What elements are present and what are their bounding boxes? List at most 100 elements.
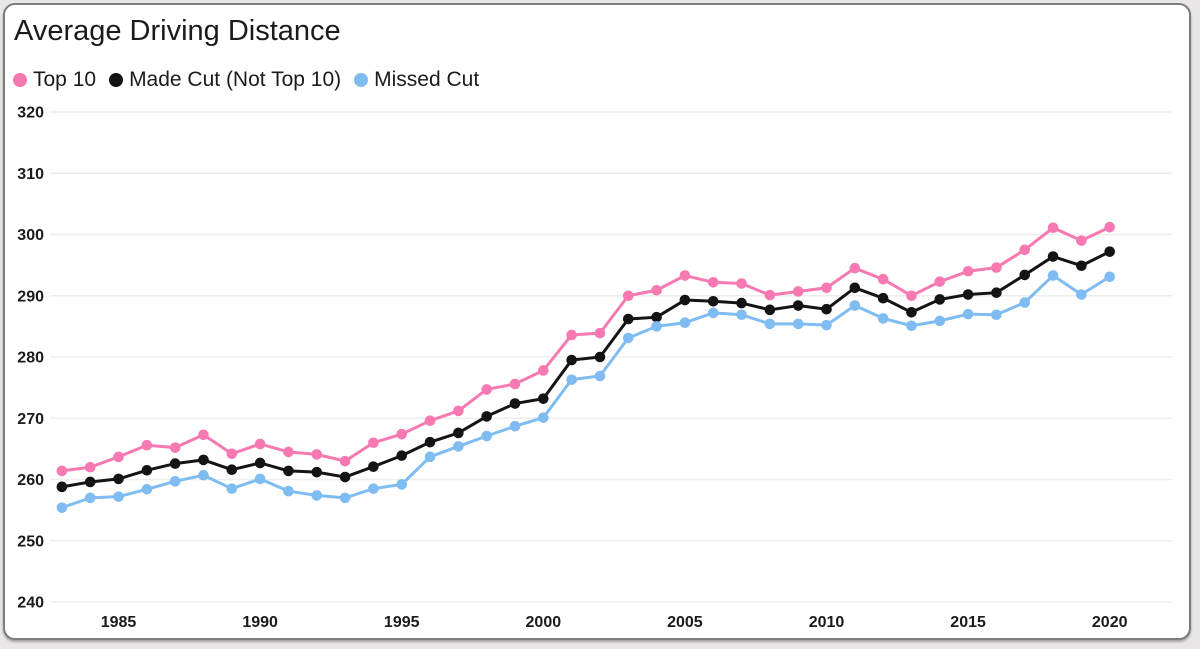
data-point-missed-cut[interactable]: [622, 332, 634, 344]
data-point-made-cut-not-top-10[interactable]: [254, 457, 266, 469]
data-point-top-10[interactable]: [877, 273, 889, 285]
data-point-made-cut-not-top-10[interactable]: [792, 300, 804, 311]
data-point-top-10[interactable]: [1104, 221, 1115, 233]
data-point-top-10[interactable]: [538, 365, 549, 376]
data-point-made-cut-not-top-10[interactable]: [169, 458, 181, 469]
data-point-top-10[interactable]: [169, 442, 181, 453]
data-point-missed-cut[interactable]: [226, 483, 238, 494]
data-point-top-10[interactable]: [934, 276, 946, 287]
data-point-top-10[interactable]: [792, 286, 804, 297]
data-point-missed-cut[interactable]: [339, 492, 351, 504]
data-point-made-cut-not-top-10[interactable]: [368, 461, 379, 472]
data-point-made-cut-not-top-10[interactable]: [56, 481, 68, 493]
data-point-top-10[interactable]: [283, 446, 294, 458]
data-point-missed-cut[interactable]: [141, 484, 153, 495]
data-point-missed-cut[interactable]: [849, 300, 861, 311]
data-point-made-cut-not-top-10[interactable]: [622, 313, 634, 325]
data-point-made-cut-not-top-10[interactable]: [764, 304, 776, 316]
data-point-missed-cut[interactable]: [453, 441, 464, 452]
data-point-top-10[interactable]: [226, 448, 238, 460]
data-point-top-10[interactable]: [311, 449, 323, 460]
data-point-made-cut-not-top-10[interactable]: [339, 471, 351, 483]
data-point-missed-cut[interactable]: [906, 320, 917, 332]
data-point-top-10[interactable]: [113, 451, 124, 463]
data-point-made-cut-not-top-10[interactable]: [1019, 269, 1031, 281]
data-point-made-cut-not-top-10[interactable]: [198, 454, 209, 466]
data-point-top-10[interactable]: [764, 289, 776, 301]
data-point-made-cut-not-top-10[interactable]: [141, 465, 153, 476]
data-point-missed-cut[interactable]: [1047, 270, 1059, 281]
data-point-top-10[interactable]: [594, 327, 606, 339]
data-point-top-10[interactable]: [339, 455, 351, 467]
data-point-made-cut-not-top-10[interactable]: [481, 411, 492, 422]
data-point-missed-cut[interactable]: [1076, 289, 1087, 300]
data-point-missed-cut[interactable]: [736, 309, 747, 321]
legend-item-missed-cut[interactable]: Missed Cut: [354, 68, 479, 92]
data-point-missed-cut[interactable]: [1019, 297, 1031, 308]
data-point-missed-cut[interactable]: [764, 318, 776, 330]
data-point-made-cut-not-top-10[interactable]: [113, 473, 124, 485]
data-point-top-10[interactable]: [254, 438, 266, 450]
data-point-made-cut-not-top-10[interactable]: [509, 398, 521, 409]
data-point-made-cut-not-top-10[interactable]: [1047, 251, 1059, 262]
data-point-missed-cut[interactable]: [481, 430, 492, 442]
data-point-top-10[interactable]: [509, 378, 521, 390]
data-point-missed-cut[interactable]: [113, 491, 124, 502]
data-point-missed-cut[interactable]: [169, 476, 181, 487]
data-point-made-cut-not-top-10[interactable]: [283, 465, 294, 477]
data-point-missed-cut[interactable]: [254, 473, 266, 485]
data-point-made-cut-not-top-10[interactable]: [1104, 246, 1115, 257]
data-point-top-10[interactable]: [679, 270, 691, 281]
data-point-made-cut-not-top-10[interactable]: [594, 351, 606, 363]
data-point-made-cut-not-top-10[interactable]: [1076, 260, 1087, 272]
data-point-missed-cut[interactable]: [56, 502, 68, 513]
data-point-missed-cut[interactable]: [84, 492, 96, 504]
data-point-top-10[interactable]: [141, 439, 153, 451]
data-point-top-10[interactable]: [821, 282, 832, 294]
data-point-missed-cut[interactable]: [877, 313, 889, 324]
data-point-top-10[interactable]: [651, 284, 662, 296]
data-point-missed-cut[interactable]: [509, 420, 521, 432]
data-point-made-cut-not-top-10[interactable]: [566, 354, 577, 366]
data-point-made-cut-not-top-10[interactable]: [226, 464, 238, 476]
data-point-made-cut-not-top-10[interactable]: [877, 292, 889, 304]
data-point-missed-cut[interactable]: [792, 318, 804, 330]
data-point-made-cut-not-top-10[interactable]: [707, 295, 719, 307]
data-point-top-10[interactable]: [707, 276, 719, 288]
data-point-made-cut-not-top-10[interactable]: [311, 466, 323, 478]
data-point-top-10[interactable]: [736, 278, 747, 289]
data-point-top-10[interactable]: [991, 262, 1002, 273]
data-point-top-10[interactable]: [84, 461, 96, 473]
data-point-top-10[interactable]: [198, 429, 209, 441]
data-point-top-10[interactable]: [56, 465, 68, 477]
data-point-top-10[interactable]: [849, 262, 861, 274]
data-point-made-cut-not-top-10[interactable]: [906, 306, 917, 318]
legend-item-top-10[interactable]: Top 10: [13, 68, 96, 92]
data-point-made-cut-not-top-10[interactable]: [538, 393, 549, 404]
data-point-top-10[interactable]: [566, 329, 577, 341]
data-point-made-cut-not-top-10[interactable]: [991, 287, 1002, 298]
data-point-missed-cut[interactable]: [962, 308, 974, 320]
data-point-missed-cut[interactable]: [566, 374, 577, 385]
data-point-made-cut-not-top-10[interactable]: [679, 294, 691, 306]
data-point-made-cut-not-top-10[interactable]: [424, 436, 436, 448]
data-point-top-10[interactable]: [424, 415, 436, 427]
data-point-missed-cut[interactable]: [368, 483, 379, 494]
data-point-top-10[interactable]: [1076, 235, 1087, 246]
data-point-missed-cut[interactable]: [651, 321, 662, 332]
data-point-top-10[interactable]: [396, 428, 408, 440]
data-point-missed-cut[interactable]: [198, 469, 209, 481]
data-point-missed-cut[interactable]: [594, 370, 606, 382]
data-point-made-cut-not-top-10[interactable]: [651, 311, 662, 323]
data-point-made-cut-not-top-10[interactable]: [453, 427, 464, 439]
data-point-top-10[interactable]: [962, 265, 974, 277]
data-point-missed-cut[interactable]: [821, 319, 832, 331]
data-point-top-10[interactable]: [622, 290, 634, 302]
data-point-made-cut-not-top-10[interactable]: [736, 297, 747, 309]
data-point-made-cut-not-top-10[interactable]: [396, 450, 408, 461]
data-point-top-10[interactable]: [1019, 244, 1031, 256]
data-point-missed-cut[interactable]: [679, 317, 691, 329]
data-point-top-10[interactable]: [368, 437, 379, 449]
data-point-top-10[interactable]: [481, 384, 492, 395]
data-point-missed-cut[interactable]: [311, 490, 323, 501]
